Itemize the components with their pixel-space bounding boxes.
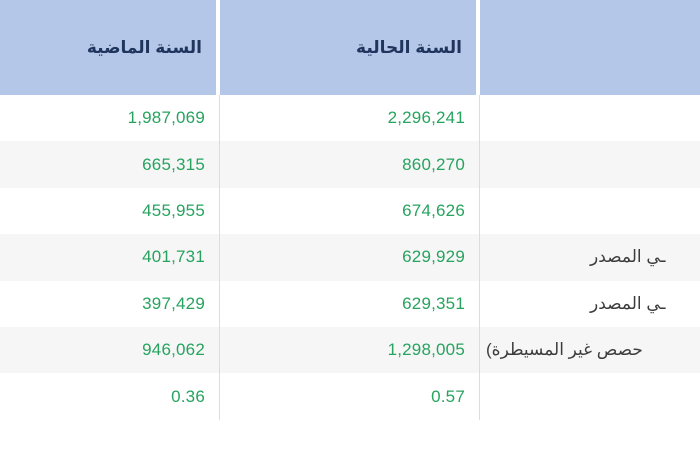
current-year-value: 629,351 xyxy=(220,280,480,327)
row-label-fragment: ـي المصدر xyxy=(590,293,666,313)
table-row: 0.36 0.57 xyxy=(0,373,700,420)
table-row: 401,731 629,929 ـي المصدر xyxy=(0,234,700,281)
row-label-cell xyxy=(480,95,700,141)
current-year-value: 860,270 xyxy=(220,141,480,188)
current-year-value: 2,296,241 xyxy=(220,95,480,142)
row-label-cell: ـي المصدر xyxy=(480,281,700,327)
last-year-value: 397,429 xyxy=(0,280,220,327)
last-year-value: 1,987,069 xyxy=(0,95,220,142)
header-item xyxy=(480,0,700,95)
current-year-value: 674,626 xyxy=(220,187,480,235)
current-year-value: 0.57 xyxy=(220,373,480,420)
row-label-cell: ـي المصدر xyxy=(480,234,700,280)
row-label-cell xyxy=(480,188,700,234)
table-row: 665,315 860,270 xyxy=(0,141,700,188)
row-label-cell xyxy=(480,141,700,187)
last-year-value: 946,062 xyxy=(0,326,220,374)
table-row: 455,955 674,626 xyxy=(0,187,700,235)
last-year-value: 401,731 xyxy=(0,234,220,281)
table-row: 1,987,069 2,296,241 xyxy=(0,95,700,142)
table-row: 397,429 629,351 ـي المصدر xyxy=(0,280,700,327)
table-row: 946,062 1,298,005 حصص غير المسيطرة) xyxy=(0,326,700,374)
last-year-value: 665,315 xyxy=(0,141,220,188)
table-header-row: السنة الماضية السنة الحالية xyxy=(0,0,700,95)
row-label-cell xyxy=(480,373,700,419)
current-year-value: 1,298,005 xyxy=(220,326,480,374)
header-current-year: السنة الحالية xyxy=(220,0,480,95)
header-last-year: السنة الماضية xyxy=(0,0,220,95)
row-label-cell: حصص غير المسيطرة) xyxy=(480,327,700,373)
row-label-fragment: ـي المصدر xyxy=(590,247,666,267)
current-year-value: 629,929 xyxy=(220,234,480,281)
last-year-value: 455,955 xyxy=(0,187,220,235)
row-label-fragment: حصص غير المسيطرة) xyxy=(486,340,643,360)
last-year-value: 0.36 xyxy=(0,373,220,420)
